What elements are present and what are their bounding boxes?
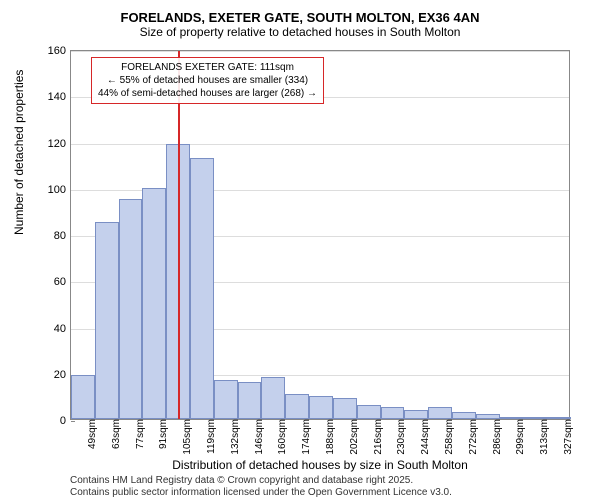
attribution-line-1: Contains HM Land Registry data © Crown c… — [70, 475, 570, 487]
property-marker-line — [178, 51, 180, 419]
histogram-bar — [190, 158, 214, 419]
histogram-bar — [285, 394, 309, 419]
y-tick-label: 60 — [54, 276, 71, 288]
y-axis-label: Number of detached properties — [12, 70, 26, 235]
plot-area: 020406080100120140160 FORELANDS EXETER G… — [70, 50, 570, 420]
histogram-bar — [357, 405, 381, 419]
chart-subtitle: Size of property relative to detached ho… — [10, 25, 590, 39]
x-axis-label: Distribution of detached houses by size … — [70, 458, 570, 472]
x-tick-label: 244sqm — [418, 419, 431, 455]
annotation-line-2: ← 55% of detached houses are smaller (33… — [98, 74, 317, 87]
x-tick-label: 49sqm — [85, 419, 98, 449]
annotation-line-1: FORELANDS EXETER GATE: 111sqm — [98, 61, 317, 74]
x-tick-label: 202sqm — [347, 419, 360, 455]
x-tick-label: 105sqm — [180, 419, 193, 455]
attribution-text: Contains HM Land Registry data © Crown c… — [70, 475, 570, 499]
x-tick-label: 132sqm — [228, 419, 241, 455]
x-tick-label: 119sqm — [204, 419, 217, 454]
attribution-line-2: Contains public sector information licen… — [70, 487, 570, 499]
x-tick-label: 91sqm — [156, 419, 169, 449]
y-tick-label: 80 — [54, 230, 71, 242]
y-tick-label: 100 — [48, 184, 71, 196]
annotation-box: FORELANDS EXETER GATE: 111sqm ← 55% of d… — [91, 57, 324, 104]
histogram-bar — [404, 410, 428, 419]
x-tick-label: 77sqm — [133, 419, 146, 449]
histogram-bar — [95, 222, 119, 419]
x-tick-label: 313sqm — [537, 419, 550, 455]
x-tick-label: 63sqm — [109, 419, 122, 449]
x-tick-label: 216sqm — [371, 419, 384, 455]
histogram-bar — [428, 407, 452, 419]
histogram-bar — [309, 396, 333, 419]
histogram-chart: FORELANDS, EXETER GATE, SOUTH MOLTON, EX… — [0, 0, 600, 500]
histogram-bar — [142, 188, 166, 419]
x-tick-label: 272sqm — [466, 419, 479, 455]
x-tick-label: 286sqm — [490, 419, 503, 455]
histogram-bar — [119, 199, 143, 419]
annotation-line-3: 44% of semi-detached houses are larger (… — [98, 87, 317, 100]
histogram-bar — [261, 377, 285, 419]
x-tick-label: 327sqm — [561, 419, 574, 455]
x-tick-label: 299sqm — [513, 419, 526, 455]
histogram-bar — [381, 407, 405, 419]
y-tick-label: 40 — [54, 323, 71, 335]
title-block: FORELANDS, EXETER GATE, SOUTH MOLTON, EX… — [10, 10, 590, 39]
x-tick-label: 258sqm — [442, 419, 455, 455]
chart-title: FORELANDS, EXETER GATE, SOUTH MOLTON, EX… — [10, 10, 590, 25]
x-tick-label: 188sqm — [323, 419, 336, 455]
histogram-bar — [238, 382, 262, 419]
x-tick-label: 174sqm — [299, 419, 312, 455]
histogram-bar — [71, 375, 95, 419]
histogram-bar — [452, 412, 476, 419]
histogram-bar — [333, 398, 357, 419]
x-tick-label: 146sqm — [252, 419, 265, 455]
y-tick-label: 160 — [48, 45, 71, 57]
y-tick-label: 0 — [60, 415, 71, 427]
y-tick-label: 20 — [54, 369, 71, 381]
y-tick-label: 140 — [48, 91, 71, 103]
x-tick-label: 230sqm — [394, 419, 407, 455]
y-tick-label: 120 — [48, 138, 71, 150]
histogram-bar — [214, 380, 238, 419]
x-tick-label: 160sqm — [275, 419, 288, 455]
